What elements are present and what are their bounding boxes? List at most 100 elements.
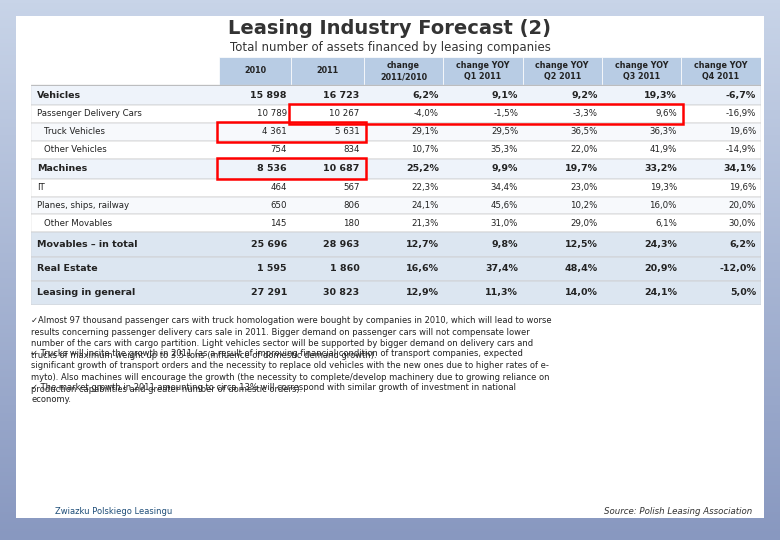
Bar xyxy=(443,57,523,85)
Text: -6,7%: -6,7% xyxy=(726,91,756,100)
Text: 24,3%: 24,3% xyxy=(644,240,677,249)
Text: 2011: 2011 xyxy=(317,66,339,76)
Text: 2010: 2010 xyxy=(244,66,266,76)
Text: IT: IT xyxy=(37,183,44,192)
Text: ✓ Trucks will incite the growth in 2011 (as a result of improving financial cond: ✓ Trucks will incite the growth in 2011 … xyxy=(31,349,550,394)
Text: change YOY
Q4 2011: change YOY Q4 2011 xyxy=(694,61,747,81)
Text: 9,2%: 9,2% xyxy=(571,91,597,100)
Text: 4 361: 4 361 xyxy=(262,127,287,137)
Text: 16,6%: 16,6% xyxy=(406,264,439,273)
Bar xyxy=(217,122,366,141)
Text: 25,2%: 25,2% xyxy=(406,164,439,173)
Text: 10,2%: 10,2% xyxy=(570,201,597,210)
Text: 10,7%: 10,7% xyxy=(411,145,439,154)
Bar xyxy=(31,197,760,214)
Bar xyxy=(31,232,760,256)
Text: 754: 754 xyxy=(271,145,287,154)
Text: 22,0%: 22,0% xyxy=(570,145,597,154)
Bar xyxy=(217,158,366,179)
Bar xyxy=(602,57,681,85)
Text: 41,9%: 41,9% xyxy=(650,145,677,154)
Text: 6,2%: 6,2% xyxy=(730,240,756,249)
Text: 20,9%: 20,9% xyxy=(644,264,677,273)
Text: -16,9%: -16,9% xyxy=(725,110,756,118)
Text: 806: 806 xyxy=(343,201,360,210)
Text: 6,2%: 6,2% xyxy=(413,91,439,100)
Bar xyxy=(31,123,760,141)
Text: change YOY
Q2 2011: change YOY Q2 2011 xyxy=(535,61,589,81)
Text: 19,6%: 19,6% xyxy=(729,183,756,192)
Text: Zwiazku Polskiego Leasingu: Zwiazku Polskiego Leasingu xyxy=(55,507,172,516)
Text: 30,0%: 30,0% xyxy=(729,219,756,228)
Text: 14,0%: 14,0% xyxy=(565,288,597,298)
Text: Truck Vehicles: Truck Vehicles xyxy=(44,127,105,137)
Bar xyxy=(31,179,760,197)
Text: change YOY
Q1 2011: change YOY Q1 2011 xyxy=(456,61,509,81)
Bar xyxy=(31,105,760,123)
Text: 16 723: 16 723 xyxy=(323,91,360,100)
Text: Other Movables: Other Movables xyxy=(44,219,112,228)
Text: -12,0%: -12,0% xyxy=(719,264,756,273)
Text: Real Estate: Real Estate xyxy=(37,264,98,273)
Text: 28 963: 28 963 xyxy=(323,240,360,249)
Text: -3,3%: -3,3% xyxy=(573,110,597,118)
Text: 21,3%: 21,3% xyxy=(411,219,439,228)
Text: 11,3%: 11,3% xyxy=(485,288,518,298)
Text: 5 631: 5 631 xyxy=(335,127,360,137)
Bar xyxy=(31,256,760,281)
Text: 5,0%: 5,0% xyxy=(730,288,756,298)
Bar xyxy=(289,104,683,124)
Text: Leasing Industry Forecast (2): Leasing Industry Forecast (2) xyxy=(229,19,551,38)
Bar xyxy=(31,141,760,159)
Text: ✓ The market growth in 2011 amounting to circa 13% will correspond with similar : ✓ The market growth in 2011 amounting to… xyxy=(31,383,516,404)
Text: 22,3%: 22,3% xyxy=(411,183,439,192)
Text: 12,7%: 12,7% xyxy=(406,240,439,249)
Text: change
2011/2010: change 2011/2010 xyxy=(380,61,427,81)
Bar xyxy=(523,57,602,85)
Text: 23,0%: 23,0% xyxy=(570,183,597,192)
Text: 29,0%: 29,0% xyxy=(570,219,597,228)
Text: 20,0%: 20,0% xyxy=(729,201,756,210)
Text: 24,1%: 24,1% xyxy=(644,288,677,298)
Text: 9,9%: 9,9% xyxy=(491,164,518,173)
Text: 34,4%: 34,4% xyxy=(491,183,518,192)
Bar xyxy=(31,85,760,105)
Text: 464: 464 xyxy=(271,183,287,192)
Text: 10 687: 10 687 xyxy=(323,164,360,173)
Text: 33,2%: 33,2% xyxy=(644,164,677,173)
Text: 31,0%: 31,0% xyxy=(491,219,518,228)
Text: 35,3%: 35,3% xyxy=(491,145,518,154)
Text: 10 789: 10 789 xyxy=(257,110,287,118)
Text: 37,4%: 37,4% xyxy=(485,264,518,273)
Text: 1 595: 1 595 xyxy=(257,264,287,273)
Bar xyxy=(31,159,760,179)
Bar xyxy=(31,214,760,232)
Text: 19,3%: 19,3% xyxy=(644,91,677,100)
Text: 25 696: 25 696 xyxy=(250,240,287,249)
Text: 12,5%: 12,5% xyxy=(565,240,597,249)
Text: 27 291: 27 291 xyxy=(250,288,287,298)
Text: 45,6%: 45,6% xyxy=(491,201,518,210)
Text: Movables – in total: Movables – in total xyxy=(37,240,137,249)
Text: 9,6%: 9,6% xyxy=(655,110,677,118)
Text: 6,1%: 6,1% xyxy=(655,219,677,228)
Text: 567: 567 xyxy=(343,183,360,192)
Text: Machines: Machines xyxy=(37,164,87,173)
Text: 834: 834 xyxy=(343,145,360,154)
Text: -4,0%: -4,0% xyxy=(414,110,439,118)
Text: 145: 145 xyxy=(271,219,287,228)
Text: Total number of assets financed by leasing companies: Total number of assets financed by leasi… xyxy=(229,40,551,53)
Text: change YOY
Q3 2011: change YOY Q3 2011 xyxy=(615,61,668,81)
Text: 30 823: 30 823 xyxy=(324,288,360,298)
Text: 180: 180 xyxy=(343,219,360,228)
Text: ✓Almost 97 thousand passenger cars with truck homologation were bought by compan: ✓Almost 97 thousand passenger cars with … xyxy=(31,316,551,360)
Text: Leasing in general: Leasing in general xyxy=(37,288,135,298)
Text: Source: Polish Leasing Association: Source: Polish Leasing Association xyxy=(604,507,753,516)
Text: 1 860: 1 860 xyxy=(330,264,360,273)
Bar xyxy=(219,57,292,85)
Text: 24,1%: 24,1% xyxy=(411,201,439,210)
Text: Vehicles: Vehicles xyxy=(37,91,81,100)
Bar xyxy=(31,281,760,305)
Text: 650: 650 xyxy=(271,201,287,210)
Text: -14,9%: -14,9% xyxy=(725,145,756,154)
